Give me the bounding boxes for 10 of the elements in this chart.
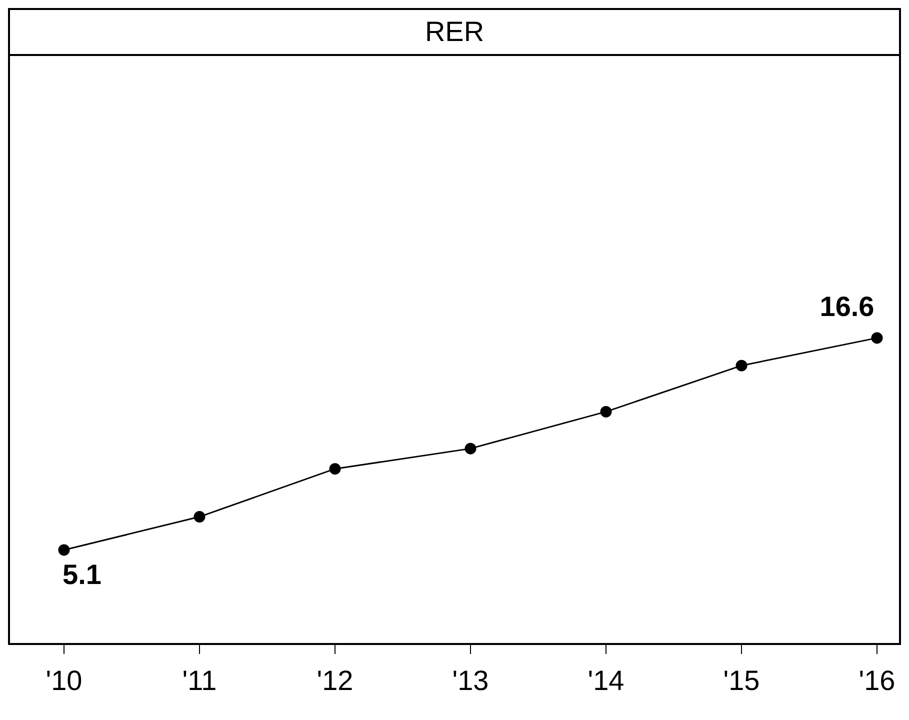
x-tick-label: '11 (182, 664, 217, 696)
x-tick-label: '13 (452, 664, 489, 696)
x-tick-label: '16 (858, 664, 896, 696)
x-tick-label: '14 (588, 664, 624, 696)
x-tick-label: '15 (723, 664, 760, 696)
x-tick-label: '10 (46, 664, 82, 696)
data-label: 5.1 (62, 558, 102, 590)
x-tick-label: '12 (316, 664, 354, 696)
chart-title: RER (8, 8, 901, 54)
data-label: 16.6 (820, 290, 874, 322)
